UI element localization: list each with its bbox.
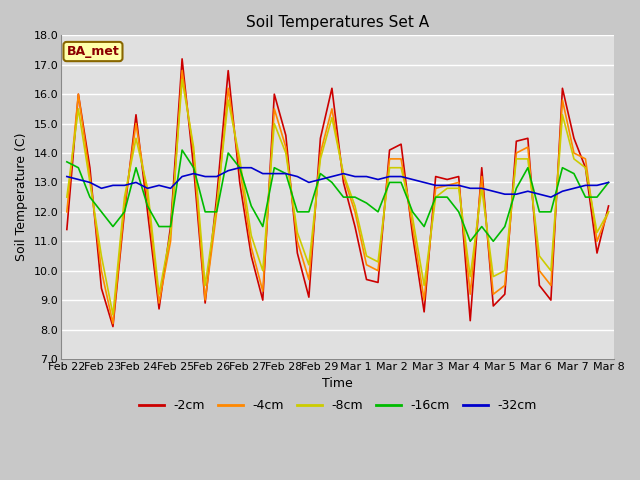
Y-axis label: Soil Temperature (C): Soil Temperature (C) [15,133,28,262]
X-axis label: Time: Time [323,377,353,390]
Title: Soil Temperatures Set A: Soil Temperatures Set A [246,15,429,30]
Text: BA_met: BA_met [67,45,120,58]
Legend: -2cm, -4cm, -8cm, -16cm, -32cm: -2cm, -4cm, -8cm, -16cm, -32cm [134,395,542,418]
